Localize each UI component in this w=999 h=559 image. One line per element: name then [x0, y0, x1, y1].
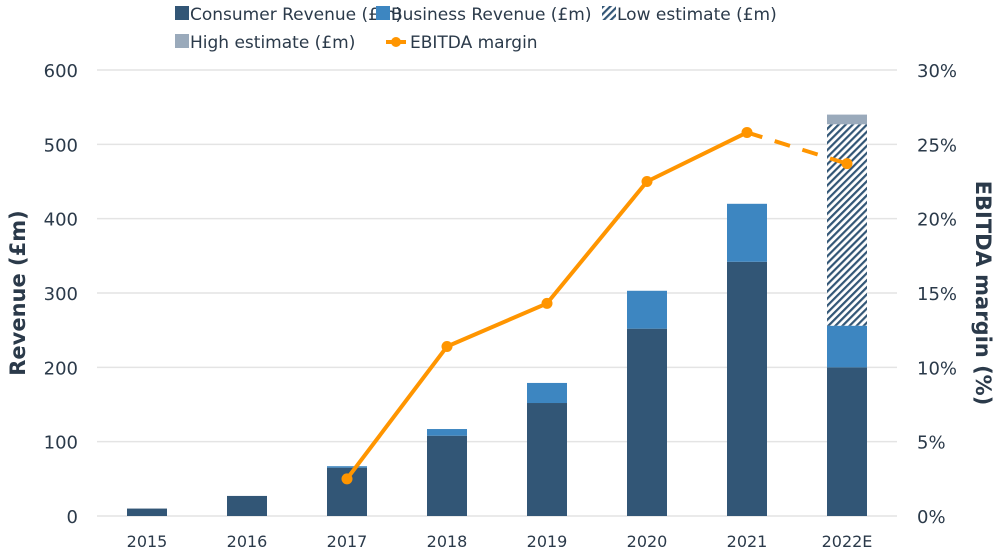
y-tick-label: 0 [67, 507, 78, 528]
x-tick-label: 2022E [822, 532, 873, 551]
x-tick-label: 2021 [727, 532, 768, 551]
bar-consumer-revenue-m [127, 508, 167, 516]
y-tick-label: 500 [44, 135, 78, 156]
x-tick-label: 2016 [227, 532, 268, 551]
x-tick-label: 2020 [627, 532, 668, 551]
bar-business-revenue-m [427, 429, 467, 436]
bar-high-estimate-m [827, 114, 867, 125]
legend-swatch [376, 6, 390, 20]
y-tick-label: 300 [44, 284, 78, 305]
ebitda-point [741, 126, 753, 138]
bar-low-estimate-m [827, 124, 867, 326]
y2-tick-label: 0% [917, 507, 946, 528]
ebitda-point [341, 473, 353, 485]
y2-tick-label: 30% [917, 61, 957, 82]
legend-label: Low estimate (£m) [617, 5, 777, 25]
bar-consumer-revenue-m [527, 403, 567, 516]
x-tick-label: 2015 [127, 532, 168, 551]
ebitda-point [841, 158, 853, 170]
legend-label: Business Revenue (£m) [391, 5, 591, 25]
bar-consumer-revenue-m [627, 328, 667, 516]
y-tick-label: 100 [44, 433, 78, 454]
legend-swatch [175, 34, 189, 48]
legend-marker-ebitda [391, 37, 401, 47]
bar-business-revenue-m [627, 290, 667, 329]
y2-axis-label: EBITDA margin (%) [971, 181, 995, 406]
legend-label: Consumer Revenue (£m) [190, 5, 402, 25]
y2-tick-label: 10% [917, 358, 957, 379]
ebitda-point [641, 176, 653, 187]
ebitda-point [441, 341, 453, 353]
legend-swatch [175, 6, 189, 20]
x-tick-label: 2017 [327, 532, 368, 551]
y-tick-label: 200 [44, 358, 78, 379]
y2-tick-label: 5% [917, 433, 946, 454]
bar-consumer-revenue-m [427, 435, 467, 516]
y-tick-label: 400 [44, 210, 78, 231]
legend-label: High estimate (£m) [190, 33, 355, 53]
legend-swatch [602, 6, 616, 20]
legend-label: EBITDA margin [410, 33, 538, 53]
bar-business-revenue-m [827, 325, 867, 368]
y2-tick-label: 25% [917, 135, 957, 156]
y2-tick-label: 20% [917, 210, 957, 231]
x-tick-label: 2019 [527, 532, 568, 551]
bar-consumer-revenue-m [227, 495, 267, 516]
bar-consumer-revenue-m [727, 261, 767, 516]
y2-tick-label: 15% [917, 284, 957, 305]
y-axis-label: Revenue (£m) [6, 210, 30, 376]
bar-consumer-revenue-m [827, 367, 867, 516]
x-tick-label: 2018 [427, 532, 468, 551]
ebitda-point [541, 297, 553, 309]
bar-business-revenue-m [327, 466, 367, 468]
bar-business-revenue-m [527, 382, 567, 404]
bar-business-revenue-m [727, 203, 767, 262]
y-tick-label: 600 [44, 61, 78, 82]
ebitda-line-estimate [746, 130, 848, 166]
